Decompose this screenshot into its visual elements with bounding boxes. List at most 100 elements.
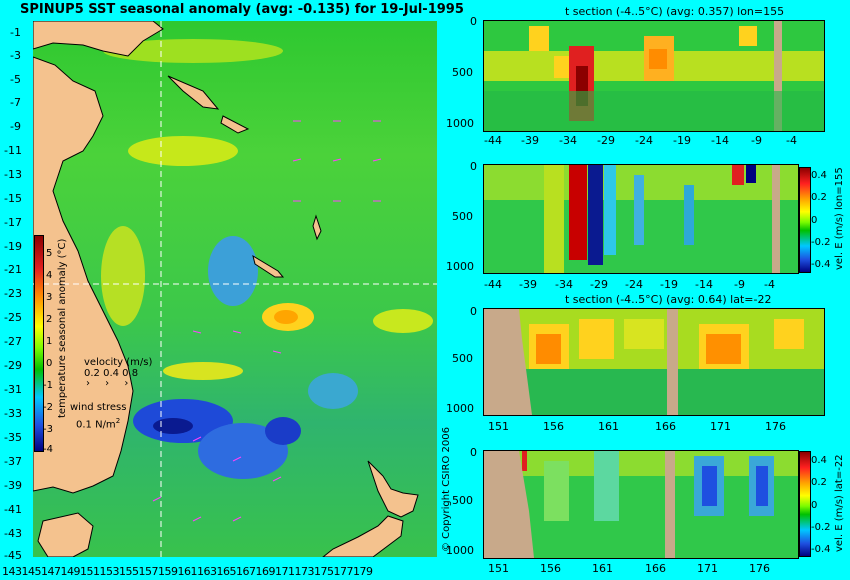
cold-anomaly bbox=[265, 417, 301, 445]
lat-label: -1 bbox=[10, 26, 21, 39]
lat-label: -9 bbox=[10, 120, 21, 133]
lat-label: -19 bbox=[4, 240, 22, 253]
x-tick: 176 bbox=[749, 562, 770, 575]
lon-label: 179 bbox=[353, 565, 373, 578]
depth-tick: 0 bbox=[470, 305, 477, 318]
cold-anomaly bbox=[208, 236, 258, 306]
lat-label: -43 bbox=[4, 527, 22, 540]
cbar-tick: -0.2 bbox=[811, 522, 831, 533]
cbar-tick: -0.4 bbox=[811, 259, 831, 270]
depth-tick: 500 bbox=[452, 210, 473, 223]
lon-label: 161 bbox=[177, 565, 198, 578]
colorbar-tick: 5 bbox=[46, 248, 53, 259]
depth-tick: 1000 bbox=[446, 260, 474, 273]
lat-label: -21 bbox=[4, 263, 22, 276]
depth-tick: 500 bbox=[452, 352, 473, 365]
lon-label: 175 bbox=[314, 565, 334, 578]
temperature-section-lat22[interactable] bbox=[483, 308, 825, 416]
x-tick: -9 bbox=[751, 134, 762, 147]
cold-anomaly bbox=[198, 423, 288, 479]
colorbar-tick: -1 bbox=[43, 380, 53, 391]
lat-label: -29 bbox=[4, 359, 22, 372]
lat-label: -15 bbox=[4, 192, 22, 205]
x-tick: 161 bbox=[592, 562, 613, 575]
x-tick: 156 bbox=[540, 562, 561, 575]
depth-tick: 0 bbox=[470, 160, 477, 173]
longitude-labels: 1431451471491511531551571591611631651671… bbox=[2, 565, 373, 578]
lon-label: 165 bbox=[216, 565, 237, 578]
x-tick: -4 bbox=[786, 134, 797, 147]
lat-label: -3 bbox=[10, 49, 21, 62]
colorbar-tick: 1 bbox=[46, 336, 53, 347]
map-title: SPINUP5 SST seasonal anomaly (avg: -0.13… bbox=[20, 2, 464, 17]
x-tick: 151 bbox=[488, 420, 509, 433]
section-title: t section (-4..5°C) (avg: 0.357) lon=155 bbox=[565, 5, 785, 18]
cold-anomaly bbox=[153, 418, 193, 434]
lon-label: 149 bbox=[60, 565, 81, 578]
lon-label: 157 bbox=[138, 565, 159, 578]
velocity-arrows bbox=[152, 120, 382, 522]
cbar-tick: 0 bbox=[811, 215, 818, 226]
new-caledonia-land bbox=[252, 254, 285, 278]
lat-label: -11 bbox=[4, 144, 22, 157]
cold-anomaly bbox=[308, 373, 358, 409]
lon-label: 145 bbox=[21, 565, 42, 578]
cbar-tick: -0.2 bbox=[811, 237, 831, 248]
x-tick: 156 bbox=[543, 420, 564, 433]
depth-tick: 1000 bbox=[446, 402, 474, 415]
velocity-legend-label: velocity (m/s) bbox=[84, 357, 153, 368]
colorbar-tick: 3 bbox=[46, 292, 53, 303]
x-tick: -34 bbox=[559, 134, 577, 147]
tasmania-land bbox=[37, 512, 94, 558]
cbar-tick: 0.4 bbox=[811, 455, 827, 466]
warm-anomaly bbox=[103, 39, 283, 63]
lat-label: -37 bbox=[4, 455, 22, 468]
lon-label: 151 bbox=[80, 565, 100, 578]
depth-tick: 1000 bbox=[446, 544, 474, 557]
x-tick: -44 bbox=[484, 134, 502, 147]
lat-label: -31 bbox=[4, 383, 22, 396]
lat-label: -35 bbox=[4, 431, 22, 444]
australia-land bbox=[32, 56, 134, 494]
velocity-section-lat22[interactable] bbox=[483, 450, 799, 559]
lat-label: -23 bbox=[4, 287, 22, 300]
x-tick: -24 bbox=[635, 134, 653, 147]
x-tick: 166 bbox=[655, 420, 676, 433]
lon-label: 171 bbox=[275, 565, 295, 578]
wind-stress-value: 0.1 N/m2 bbox=[76, 417, 121, 431]
lat-label: -5 bbox=[10, 73, 21, 86]
x-tick: -34 bbox=[555, 278, 573, 291]
lon-label: 169 bbox=[255, 565, 276, 578]
velocity-colorbar bbox=[799, 451, 811, 557]
lat-label: -33 bbox=[4, 407, 22, 420]
cbar-tick: 0.2 bbox=[811, 477, 827, 488]
warm-anomaly bbox=[128, 136, 238, 166]
warm-anomaly bbox=[163, 362, 243, 380]
temperature-section-lon155[interactable] bbox=[483, 20, 825, 132]
x-tick: -29 bbox=[597, 134, 615, 147]
lat-label: -13 bbox=[4, 168, 22, 181]
depth-tick: 1000 bbox=[446, 117, 474, 130]
lon-label: 173 bbox=[294, 565, 315, 578]
vanuatu-islands bbox=[312, 214, 322, 241]
x-tick: 166 bbox=[645, 562, 666, 575]
wind-stress-label: wind stress bbox=[70, 402, 127, 413]
velocity-section-lon155[interactable] bbox=[483, 164, 799, 274]
x-tick: -39 bbox=[521, 134, 539, 147]
colorbar-tick: 4 bbox=[46, 270, 53, 281]
depth-tick: 500 bbox=[452, 494, 473, 507]
lon-label: 153 bbox=[99, 565, 120, 578]
new-guinea-land bbox=[32, 20, 164, 57]
depth-tick: 0 bbox=[470, 15, 477, 28]
x-tick: -39 bbox=[519, 278, 537, 291]
colorbar-tick: -2 bbox=[43, 402, 53, 413]
lon-label: 177 bbox=[333, 565, 354, 578]
x-tick: -29 bbox=[590, 278, 608, 291]
colorbar-tick: 2 bbox=[46, 314, 53, 325]
warm-anomaly bbox=[373, 309, 433, 333]
x-tick: -14 bbox=[695, 278, 713, 291]
lat-label: -7 bbox=[10, 96, 21, 109]
cbar-label: vel. E (m/s) lon=155 bbox=[834, 167, 845, 270]
cbar-tick: 0.2 bbox=[811, 192, 827, 203]
sst-anomaly-map[interactable] bbox=[32, 20, 437, 558]
